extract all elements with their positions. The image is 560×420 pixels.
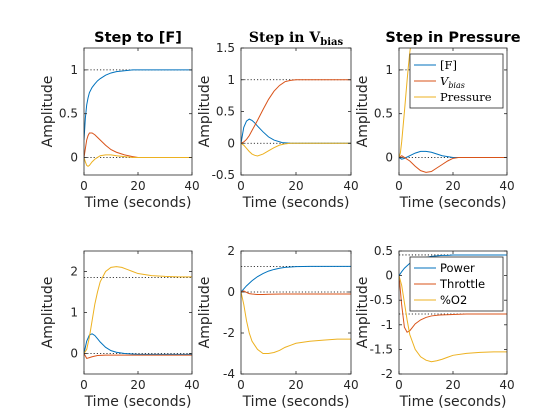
y-tick-label: -0.5 <box>370 293 393 307</box>
series-line-vbias <box>241 79 351 144</box>
legend-label-pressure: Pressure <box>440 90 492 104</box>
subplot-r2c1: 0 20 40 0 1 2 Time (seconds) Amplitude <box>40 250 200 410</box>
legend-label-throttle: Throttle <box>439 277 485 291</box>
series-line-throttle <box>84 353 192 360</box>
series-line-throttle <box>399 275 507 333</box>
subplot-title: Step in Pressure <box>385 30 520 46</box>
legend-label-f: [F] <box>440 58 457 72</box>
series-line-pressure <box>84 154 192 167</box>
x-tick-label: 20 <box>288 378 303 392</box>
y-tick-label: 0.5 <box>59 107 78 121</box>
x-tick-label: 40 <box>184 179 199 193</box>
series-line-f <box>84 69 192 141</box>
y-tick-label: 2 <box>70 265 78 279</box>
legend-label-power: Power <box>440 261 475 275</box>
y-tick-label: 0 <box>70 347 78 361</box>
x-tick-label: 0 <box>395 179 403 193</box>
x-tick-label: 40 <box>343 179 358 193</box>
series-line-throttle <box>241 290 351 295</box>
y-tick-label: -0.5 <box>212 168 235 182</box>
series-line-power <box>241 265 351 293</box>
y-tick-label: 0.5 <box>216 105 235 119</box>
x-tick-label: 0 <box>237 378 245 392</box>
y-tick-label: 0 <box>227 285 235 299</box>
series-line-pressure <box>399 48 411 158</box>
x-axis-label: Time (seconds) <box>242 195 350 211</box>
y-tick-label: 1 <box>70 63 78 77</box>
x-tick-label: 20 <box>288 179 303 193</box>
y-tick-label: 1 <box>227 73 235 87</box>
series-line-o2 <box>241 291 351 354</box>
x-axis-label: Time (seconds) <box>399 394 507 410</box>
y-tick-label: 1 <box>70 306 78 320</box>
x-tick-label: 0 <box>395 378 403 392</box>
y-axis-label: Amplitude <box>197 76 213 148</box>
x-tick-label: 20 <box>130 378 145 392</box>
x-tick-label: 20 <box>130 179 145 193</box>
y-axis-label: Amplitude <box>355 277 371 349</box>
x-tick-label: 40 <box>499 378 514 392</box>
subplot-r2c3: 0 20 40 -2 -1.5 -1 -0.5 0 0.5 Time (seconds) Ampli… <box>355 244 515 410</box>
y-tick-label: 1 <box>385 63 393 77</box>
y-tick-label: -2 <box>381 367 393 381</box>
y-tick-label: 0.5 <box>374 244 393 258</box>
y-tick-label: -4 <box>223 367 235 381</box>
y-tick-label: -1.5 <box>370 342 393 356</box>
legend-label-vbias: Vbias <box>440 74 465 90</box>
y-axis-label: Amplitude <box>40 76 56 148</box>
series-line-o2 <box>84 266 192 354</box>
y-tick-label: 0 <box>70 150 78 164</box>
series-line-vbias <box>399 155 507 173</box>
x-tick-label: 0 <box>80 179 88 193</box>
series-line-power <box>84 333 192 355</box>
series-line-o2 <box>399 275 507 363</box>
series-line-power <box>399 254 507 276</box>
series-line-pressure <box>241 142 351 157</box>
x-tick-label: 40 <box>499 179 514 193</box>
legend-label-o2: %O2 <box>440 293 467 307</box>
subplot-r1c1: 0 20 40 0 0.5 1 Time (seconds) Amplitude Step to… <box>40 30 200 211</box>
y-axis-label: Amplitude <box>197 277 213 349</box>
x-tick-label: 20 <box>445 378 460 392</box>
legend: Power Throttle %O2 <box>409 256 504 312</box>
x-axis-label: Time (seconds) <box>242 394 350 410</box>
y-tick-label: 0.5 <box>374 107 393 121</box>
y-tick-label: -1 <box>381 318 393 332</box>
x-axis-label: Time (seconds) <box>84 394 192 410</box>
y-tick-label: -2 <box>223 326 235 340</box>
x-tick-label: 40 <box>343 378 358 392</box>
x-axis-label: Time (seconds) <box>84 195 192 211</box>
subplot-title: Step to [F] <box>94 30 182 46</box>
x-tick-label: 40 <box>184 378 199 392</box>
y-axis-label: Amplitude <box>355 76 371 148</box>
x-tick-label: 0 <box>80 378 88 392</box>
x-axis-label: Time (seconds) <box>399 195 507 211</box>
subplot-title: Step in Vbias <box>249 30 344 48</box>
subplot-r2c2: 0 20 40 -4 -2 0 2 Time (seconds) Amplitude <box>197 244 359 410</box>
y-tick-label: 0 <box>227 136 235 150</box>
y-axis-label: Amplitude <box>40 277 56 349</box>
y-tick-label: 2 <box>227 244 235 258</box>
x-tick-label: 20 <box>445 179 460 193</box>
y-tick-label: 0 <box>385 269 393 283</box>
y-tick-label: 0 <box>385 150 393 164</box>
subplot-r1c3: 0 20 40 0 0.5 1 Time (seconds) Amplitude Step in… <box>355 30 521 211</box>
x-tick-label: 0 <box>237 179 245 193</box>
y-tick-label: 1.5 <box>216 41 235 55</box>
